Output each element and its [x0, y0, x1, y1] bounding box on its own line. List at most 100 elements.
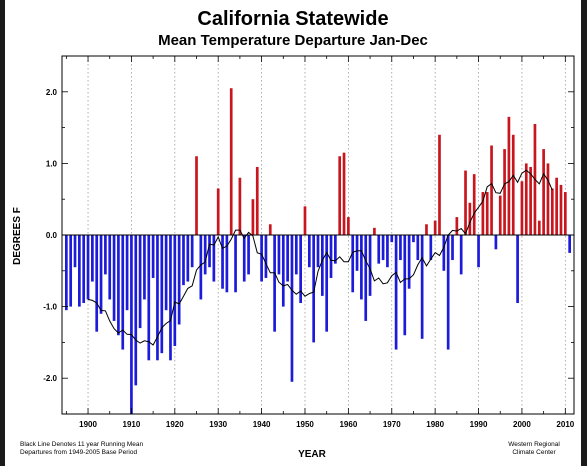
bar-1976 [416, 235, 420, 261]
y-tick-label: 0.0 [46, 231, 58, 240]
bar-1968 [381, 235, 385, 261]
bar-1946 [286, 235, 289, 282]
y-tick-label: 1.0 [46, 159, 58, 168]
bar-1984 [451, 235, 454, 261]
bar-1963 [360, 235, 363, 300]
chart-title: California Statewide [197, 8, 389, 30]
bar-1959 [342, 152, 346, 235]
footnote-source-line1: Western Regional [508, 441, 560, 448]
bar-1922 [182, 235, 185, 286]
x-tick-label: 1930 [209, 420, 227, 429]
bar-2004 [537, 220, 541, 235]
bar-1980 [433, 220, 437, 235]
footnote-running-mean: Black Line Denotes 11 year Running Mean [20, 441, 144, 448]
bar-1950 [303, 206, 307, 235]
bar-1912 [138, 235, 142, 329]
bar-1952 [312, 235, 316, 343]
bar-1993 [490, 145, 493, 235]
bar-1988 [468, 202, 472, 235]
bar-1917 [160, 235, 164, 354]
bar-1911 [134, 235, 138, 386]
bar-1938 [251, 199, 255, 235]
bar-1983 [446, 235, 450, 350]
bar-1998 [511, 134, 515, 235]
bar-1919 [169, 235, 172, 361]
bar-1926 [199, 235, 203, 300]
x-tick-label: 2010 [556, 420, 574, 429]
bar-1953 [316, 235, 320, 268]
bar-1971 [394, 235, 398, 350]
bar-1899 [82, 235, 86, 304]
y-tick-label: -1.0 [43, 303, 57, 312]
bar-1958 [338, 156, 342, 235]
bar-2000 [520, 181, 524, 235]
bar-1908 [121, 235, 125, 350]
bar-1947 [290, 235, 294, 382]
bar-1987 [464, 170, 467, 235]
bar-1941 [264, 235, 268, 278]
bar-1937 [247, 235, 250, 275]
bar-1997 [507, 116, 511, 235]
bar-1949 [299, 235, 302, 304]
bar-1996 [503, 149, 506, 235]
bar-1972 [399, 235, 402, 261]
bar-1920 [173, 235, 177, 346]
bar-1918 [164, 235, 168, 311]
x-tick-label: 1910 [123, 420, 141, 429]
bar-1944 [277, 235, 281, 275]
y-axis-label: DEGREES F [12, 207, 23, 265]
bar-1986 [459, 235, 463, 275]
bar-2007 [550, 188, 554, 235]
footnote-left: Black Line Denotes 11 year Running Mean … [20, 441, 143, 457]
bar-1970 [390, 235, 394, 243]
bar-2009 [559, 184, 563, 235]
bar-1990 [477, 235, 480, 268]
bar-1969 [386, 235, 389, 268]
bar-1989 [472, 174, 476, 235]
x-tick-label: 1900 [79, 420, 97, 429]
x-tick-label: 1990 [470, 420, 488, 429]
bar-1945 [281, 235, 285, 307]
bars-layer [64, 88, 572, 414]
bar-1966 [373, 227, 376, 235]
bar-1905 [108, 235, 112, 300]
bar-1975 [412, 235, 415, 243]
bar-1932 [225, 235, 229, 293]
bar-1927 [203, 235, 207, 275]
bar-1951 [307, 235, 311, 268]
x-tick-label: 1970 [383, 420, 401, 429]
bar-1902 [95, 235, 99, 332]
footnote-source-line2: Climate Center [512, 449, 556, 456]
x-axis-label: YEAR [298, 449, 327, 460]
bar-1925 [195, 156, 198, 235]
bar-1929 [212, 235, 216, 282]
bar-1935 [238, 177, 242, 235]
bar-1974 [407, 235, 411, 289]
footnote-base-period: Departures from 1949-2005 Base Period [20, 449, 138, 456]
bar-1897 [73, 235, 77, 268]
bar-1933 [229, 88, 233, 235]
bar-1921 [177, 235, 181, 325]
bar-1914 [147, 235, 151, 361]
bar-1991 [481, 192, 485, 235]
bar-1913 [143, 235, 146, 300]
y-tick-label: 2.0 [46, 88, 58, 97]
x-tick-label: 2000 [513, 420, 531, 429]
bar-2010 [563, 192, 567, 235]
bar-1903 [99, 235, 103, 314]
bar-1930 [216, 188, 220, 235]
bar-1957 [334, 235, 337, 264]
chart-subtitle: Mean Temperature Departure Jan-Dec [158, 32, 428, 49]
bar-2002 [529, 166, 532, 235]
bar-1916 [156, 235, 159, 361]
x-tick-label: 1960 [339, 420, 357, 429]
bar-1985 [455, 217, 459, 235]
bar-1940 [260, 235, 263, 282]
bar-1928 [208, 235, 211, 268]
bar-1943 [273, 235, 276, 332]
bar-1915 [151, 235, 155, 278]
bar-1964 [364, 235, 368, 321]
bar-1931 [221, 235, 224, 289]
bar-1962 [355, 235, 359, 271]
bar-1910 [130, 235, 133, 414]
